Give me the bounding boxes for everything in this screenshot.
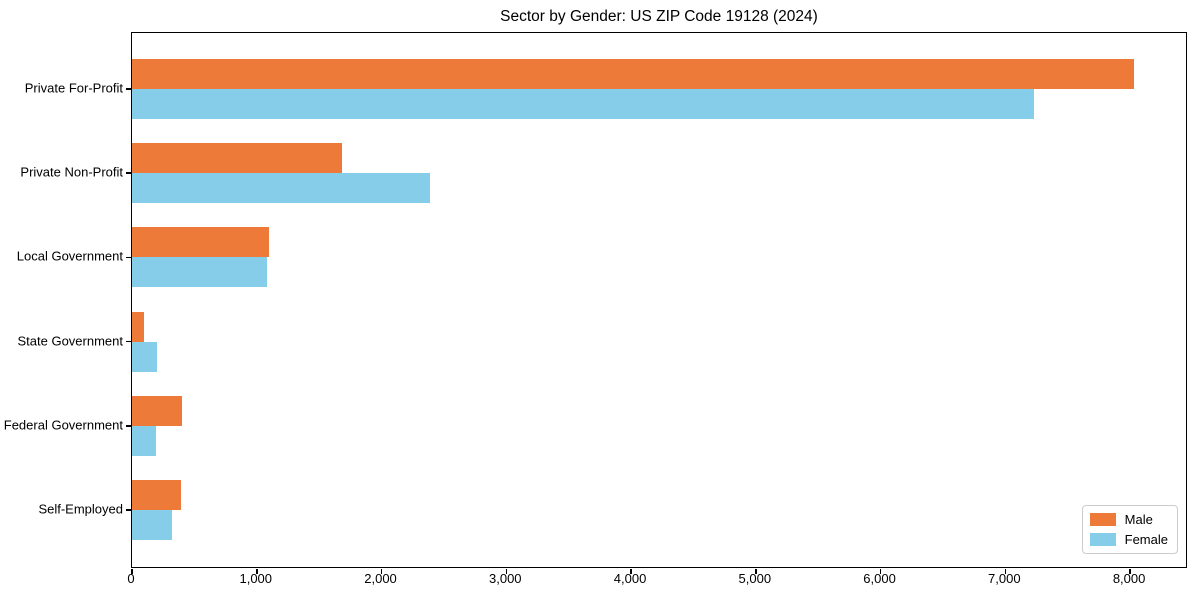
bar-male-federal-government (132, 395, 182, 426)
y-label-private-for-profit: Private For-Profit (24, 80, 123, 96)
y-tick-mark (125, 172, 131, 174)
y-label-federal-government: Federal Government (3, 417, 123, 433)
legend-label-male: Male (1124, 512, 1153, 527)
x-tick-label-0: 0 (127, 571, 135, 586)
bar-male-private-for-profit (132, 59, 1134, 89)
bar-female-self-employed (132, 510, 172, 540)
x-tick-label-5000: 5,000 (738, 571, 772, 586)
x-tick-label-7000: 7,000 (988, 571, 1021, 586)
legend-swatch-male (1089, 513, 1116, 526)
x-tick-mark (505, 568, 508, 574)
bar-female-federal-government (132, 425, 156, 456)
y-tick-mark (125, 88, 131, 90)
x-tick-label-4000: 4,000 (613, 571, 647, 586)
legend-swatch-female (1089, 533, 1116, 546)
bar-female-private-for-profit (132, 89, 1035, 119)
x-tick-mark (1004, 568, 1007, 574)
bar-male-local-government (132, 227, 270, 258)
legend-entry-female: Female (1089, 532, 1168, 547)
chart-title: Sector by Gender: US ZIP Code 19128 (202… (500, 8, 818, 25)
y-tick-mark (125, 425, 131, 427)
x-tick-mark (1129, 568, 1131, 574)
x-tick-label-6000: 6,000 (863, 571, 896, 586)
y-label-local-government: Local Government (16, 248, 123, 264)
x-tick-mark (879, 568, 882, 574)
y-axis-labels: Private For-Profit Private Non-Profit Loca… (0, 32, 123, 568)
y-label-self-employed: Self-Employed (38, 501, 123, 517)
x-tick-label-2000: 2,000 (364, 571, 397, 586)
y-label-state-government: State Government (17, 333, 124, 349)
legend-entry-male: Male (1089, 512, 1168, 527)
legend-label-female: Female (1124, 532, 1168, 547)
bar-male-private-non-profit (132, 143, 342, 174)
plot-area: Male Female (125, 32, 1187, 574)
x-tick-label-1000: 1,000 (239, 571, 273, 586)
y-tick-mark (125, 509, 131, 511)
x-tick-mark (630, 568, 632, 574)
y-label-private-non-profit: Private Non-Profit (20, 164, 123, 180)
x-tick-label-8000: 8,000 (1112, 571, 1146, 586)
x-tick-mark (256, 568, 258, 574)
legend: Male Female (1081, 505, 1178, 554)
bar-male-self-employed (132, 480, 181, 510)
bar-female-private-non-profit (132, 173, 431, 204)
bar-female-local-government (132, 257, 267, 288)
x-tick-mark (755, 568, 757, 574)
x-tick-mark (380, 568, 383, 574)
bar-male-state-government (132, 311, 145, 342)
y-tick-mark (125, 256, 131, 259)
x-tick-mark (131, 568, 133, 574)
x-tick-label-3000: 3,000 (489, 571, 522, 586)
bar-female-state-government (132, 341, 157, 372)
x-axis-labels: 0 1,000 2,000 3,000 4,000 5,000 6,000 7,000 8,00… (127, 571, 1187, 591)
y-tick-mark (125, 340, 131, 343)
